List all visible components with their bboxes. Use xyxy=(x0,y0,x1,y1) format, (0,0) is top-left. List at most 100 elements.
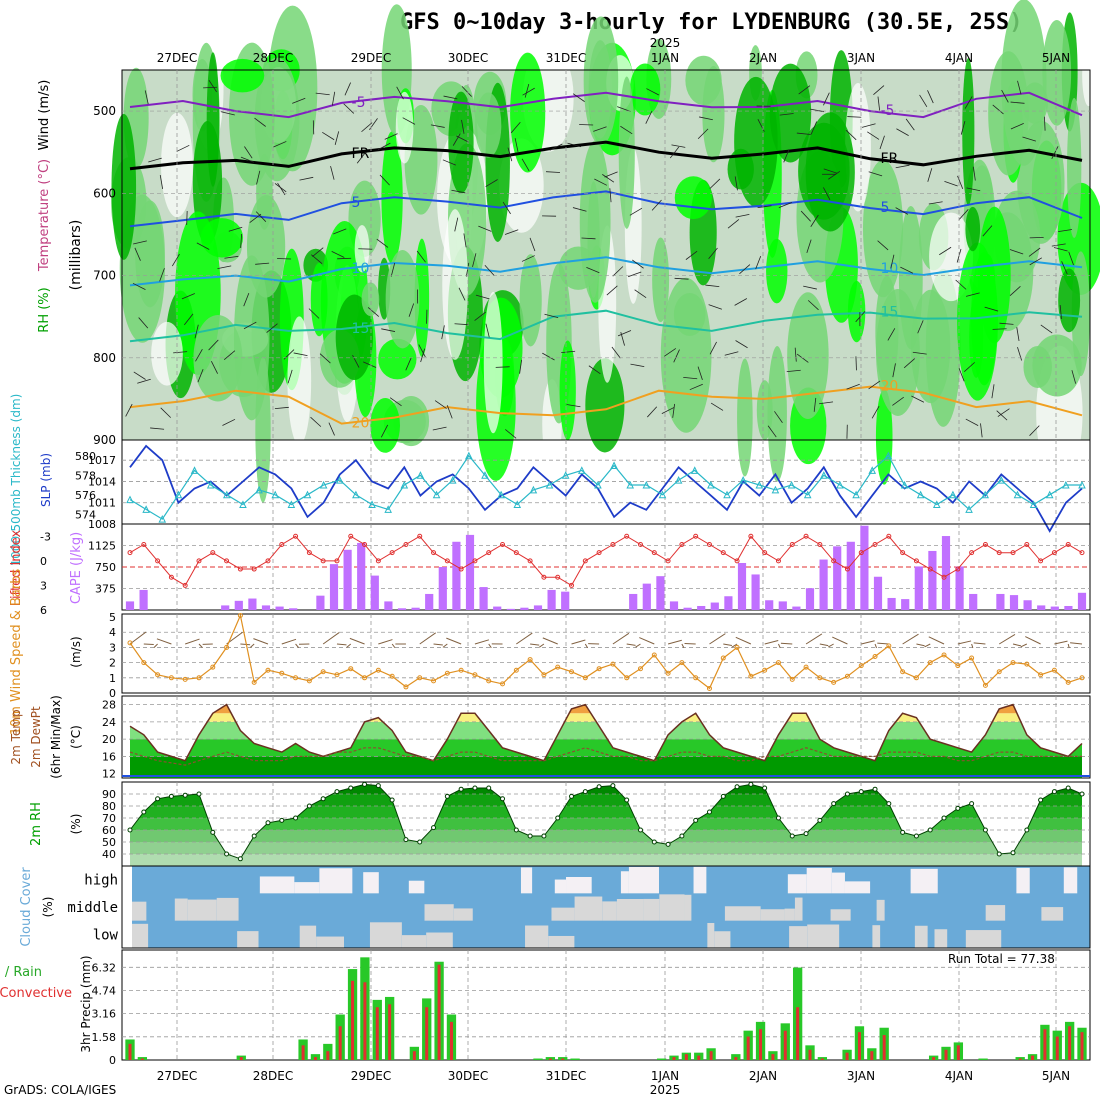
precip-convective-bar xyxy=(870,1051,874,1060)
cape-bar xyxy=(887,597,896,610)
wind-barb xyxy=(352,355,360,368)
thickness-marker xyxy=(432,490,441,499)
surface-wind-barb xyxy=(735,636,752,645)
wind-speed-marker xyxy=(1065,679,1071,685)
wind-speed-marker xyxy=(375,667,381,673)
wind-barb xyxy=(274,406,289,410)
wind-speed-marker xyxy=(403,684,409,690)
wind-barb xyxy=(223,350,236,360)
precip-convective-bar xyxy=(783,1030,787,1060)
precip-convective-bar xyxy=(449,1021,453,1060)
wind-barb xyxy=(240,234,242,249)
wind-barb xyxy=(266,323,278,333)
thickness-marker xyxy=(739,476,747,484)
temperature-panel: 12 16 20 24 28 xyxy=(102,695,1091,781)
wind-barb xyxy=(505,429,517,439)
rh-marker xyxy=(444,793,450,799)
wind-barb xyxy=(944,180,958,187)
rh-unit-label: (%) xyxy=(69,814,83,835)
thickness-marker xyxy=(1029,500,1038,508)
cloud-clear-cell xyxy=(520,867,533,894)
rh-patch xyxy=(287,316,312,446)
rh-marker xyxy=(969,801,975,807)
wind-barb xyxy=(544,313,559,318)
wind-barb xyxy=(485,323,490,338)
rh-patch xyxy=(875,388,893,485)
rh-patch xyxy=(135,200,165,308)
rh-patch xyxy=(685,55,722,105)
precip-convective-bar xyxy=(672,1057,676,1060)
cape-bar xyxy=(316,595,325,610)
cape-bar xyxy=(506,608,515,610)
rh-marker xyxy=(196,791,202,797)
contour-label: 10 xyxy=(352,261,370,277)
wind-barb xyxy=(955,279,967,290)
wind-barb xyxy=(855,356,857,371)
wind-barb xyxy=(319,353,331,364)
surface-wind-barb xyxy=(805,633,823,645)
cape-bar xyxy=(1023,600,1032,610)
surface-wind-barb xyxy=(639,637,655,645)
rh-marker xyxy=(389,797,395,803)
surface-wind-barb xyxy=(542,637,558,645)
wind-barb xyxy=(810,214,819,227)
rh-patch xyxy=(1042,19,1072,126)
precip-convective-bar xyxy=(1055,1036,1059,1060)
wind-tick-label: 0 xyxy=(109,687,116,700)
wind-barb xyxy=(1051,243,1066,247)
slp-axis-label: SLP (mb) xyxy=(39,453,53,507)
lifted-index-marker xyxy=(775,558,781,564)
wind-barb xyxy=(507,147,513,162)
wind-barb xyxy=(361,122,373,133)
wind-barb xyxy=(1059,305,1062,320)
wind-barb xyxy=(1051,146,1059,160)
wind-speed-marker xyxy=(293,675,299,681)
wind-speed-marker xyxy=(748,673,754,679)
rh-marker xyxy=(541,833,547,839)
lifted-index-marker xyxy=(762,550,768,556)
wind-barb xyxy=(333,228,347,235)
precip-tick-label: 3.16 xyxy=(92,1008,117,1021)
surface-wind-barb xyxy=(530,643,540,646)
wind-barb xyxy=(249,213,262,223)
wind-speed-marker xyxy=(224,644,230,650)
dewpoint-line xyxy=(129,747,1082,766)
cape-bar xyxy=(778,601,787,610)
cloud-clear-cell xyxy=(806,867,832,894)
wind-barb xyxy=(441,325,445,340)
precip-total-bar xyxy=(978,1058,988,1060)
thickness-marker xyxy=(932,500,941,508)
cape-bar xyxy=(520,607,529,610)
wind-speed-marker xyxy=(803,664,809,670)
wind-barb xyxy=(171,253,180,267)
precip-convective-bar xyxy=(709,1051,713,1060)
cloud-clear-cell xyxy=(844,881,871,894)
surface-wind-barb xyxy=(957,640,972,645)
wind-barb xyxy=(330,166,335,180)
wind-barb xyxy=(363,361,377,368)
precip-convective-bar xyxy=(684,1054,688,1060)
precip-convective-bar xyxy=(375,1007,379,1060)
surface-wind-barb xyxy=(612,632,630,645)
rh-patch xyxy=(474,92,502,158)
lifted-index-marker xyxy=(472,558,478,564)
wind-barb xyxy=(734,176,738,191)
wind-barb xyxy=(671,144,686,148)
surface-wind-barb xyxy=(1025,636,1041,645)
rh-band xyxy=(130,842,1082,854)
thickness-marker xyxy=(223,490,231,499)
rh-marker xyxy=(941,815,947,821)
cape-bar xyxy=(533,605,543,610)
wind-speed-marker xyxy=(858,663,864,669)
wind-speed-marker xyxy=(513,667,519,673)
wind-barb xyxy=(813,397,817,412)
thickness-marker xyxy=(335,476,344,484)
wind-barb xyxy=(620,332,625,346)
temp-tick-label: 24 xyxy=(102,716,116,729)
precip-convective-label: Convective xyxy=(0,986,72,1001)
cloud-clear-cell xyxy=(554,879,567,894)
lifted-index-marker xyxy=(817,541,823,547)
wind-barb xyxy=(710,402,724,411)
wind-barb xyxy=(222,418,236,426)
wind-barb xyxy=(561,350,576,354)
